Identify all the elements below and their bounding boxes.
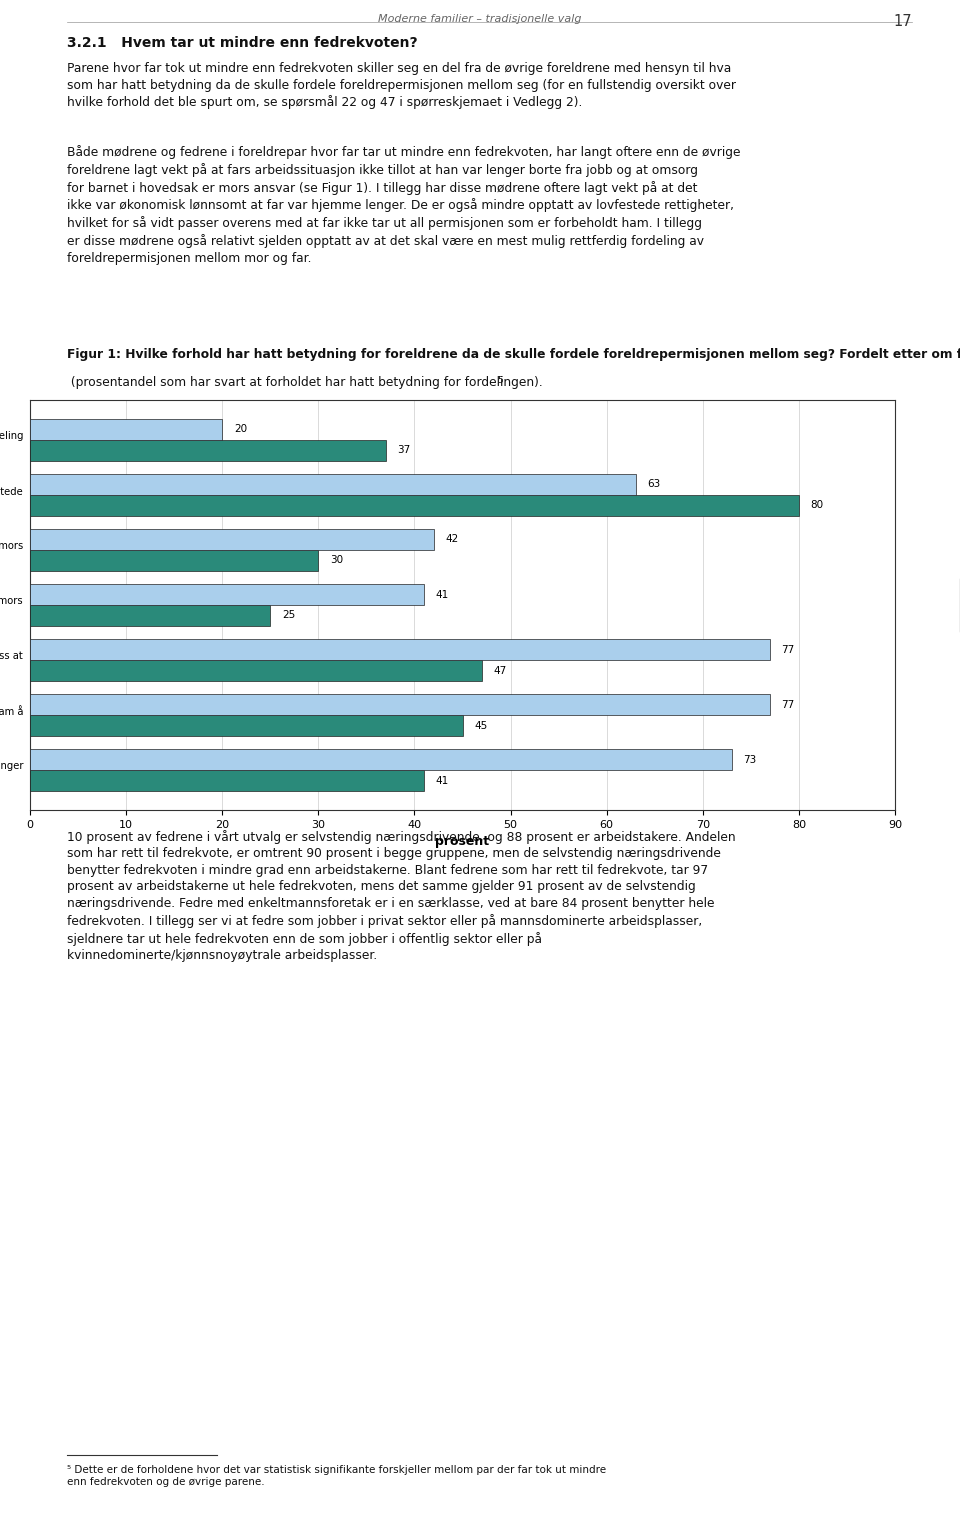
Bar (30, 750, 732, 771)
Bar (30, 473, 636, 495)
Text: 73: 73 (743, 754, 756, 765)
Text: 77: 77 (781, 644, 795, 655)
Text: 42: 42 (445, 534, 459, 545)
Text: 45: 45 (474, 721, 488, 731)
Bar (30, 418, 222, 440)
Text: 30: 30 (330, 556, 343, 565)
Text: 47: 47 (493, 666, 507, 675)
Bar (30, 583, 424, 605)
Text: 41: 41 (436, 589, 449, 600)
Text: 3.2.1   Hvem tar ut mindre enn fedrekvoten?: 3.2.1 Hvem tar ut mindre enn fedrekvoten… (67, 37, 418, 50)
Bar (30, 660, 482, 681)
Bar (30, 640, 770, 660)
Text: 20: 20 (233, 425, 247, 434)
Text: Parene hvor far tok ut mindre enn fedrekvoten skiller seg en del fra de øvrige f: Parene hvor far tok ut mindre enn fedrek… (67, 63, 736, 110)
Text: 37: 37 (397, 444, 410, 455)
Bar (30, 550, 319, 571)
Text: 41: 41 (436, 776, 449, 786)
Bar (30, 495, 799, 516)
Text: 80: 80 (810, 501, 824, 510)
Text: Figur 1: Hvilke forhold har hatt betydning for foreldrene da de skulle fordele f: Figur 1: Hvilke forhold har hatt betydni… (67, 348, 960, 360)
Bar (30, 771, 424, 791)
Text: ⁵ Dette er de forholdene hvor det var statistisk signifikante forskjeller mellom: ⁵ Dette er de forholdene hvor det var st… (67, 1464, 606, 1487)
Bar (30, 440, 386, 461)
Text: 77: 77 (781, 699, 795, 710)
X-axis label: prosent: prosent (436, 835, 490, 849)
Bar (30, 528, 434, 550)
Text: Moderne familier – tradisjonelle valg: Moderne familier – tradisjonelle valg (378, 14, 582, 24)
Text: 17: 17 (894, 14, 912, 29)
Text: 5: 5 (497, 376, 503, 385)
Text: 63: 63 (647, 479, 660, 489)
Bar (30, 695, 770, 715)
Text: 25: 25 (282, 611, 295, 620)
Text: (prosentandel som har svart at forholdet har hatt betydning for fordelingen).: (prosentandel som har svart at forholdet… (67, 376, 542, 389)
Bar (30, 715, 463, 736)
Bar (30, 605, 271, 626)
Text: Både mødrene og fedrene i foreldrepar hvor far tar ut mindre enn fedrekvoten, ha: Både mødrene og fedrene i foreldrepar hv… (67, 145, 740, 264)
Text: 10 prosent av fedrene i vårt utvalg er selvstendig næringsdrivende, og 88 prosen: 10 prosent av fedrene i vårt utvalg er s… (67, 831, 735, 962)
